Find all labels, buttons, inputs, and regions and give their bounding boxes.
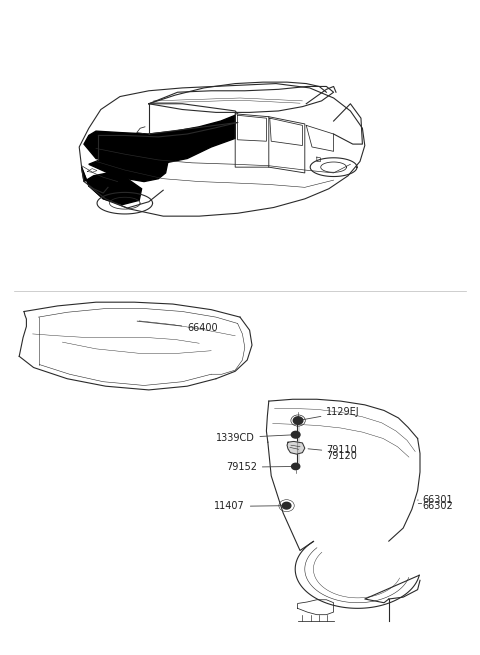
Text: 79110: 79110 bbox=[326, 445, 357, 455]
Text: 1339CD: 1339CD bbox=[216, 433, 292, 443]
Text: 66301: 66301 bbox=[422, 495, 453, 505]
Polygon shape bbox=[82, 167, 142, 204]
Text: 66400: 66400 bbox=[137, 321, 218, 333]
Circle shape bbox=[291, 432, 300, 438]
Text: 1129EJ: 1129EJ bbox=[301, 407, 360, 420]
Circle shape bbox=[292, 463, 300, 470]
Text: 79120: 79120 bbox=[326, 451, 357, 461]
Text: 11407: 11407 bbox=[214, 502, 284, 512]
Polygon shape bbox=[287, 441, 305, 454]
Text: 79152: 79152 bbox=[226, 462, 292, 472]
Circle shape bbox=[293, 417, 303, 424]
Circle shape bbox=[282, 502, 291, 509]
Polygon shape bbox=[84, 115, 235, 164]
Text: 66302: 66302 bbox=[422, 500, 453, 511]
Polygon shape bbox=[89, 150, 168, 181]
